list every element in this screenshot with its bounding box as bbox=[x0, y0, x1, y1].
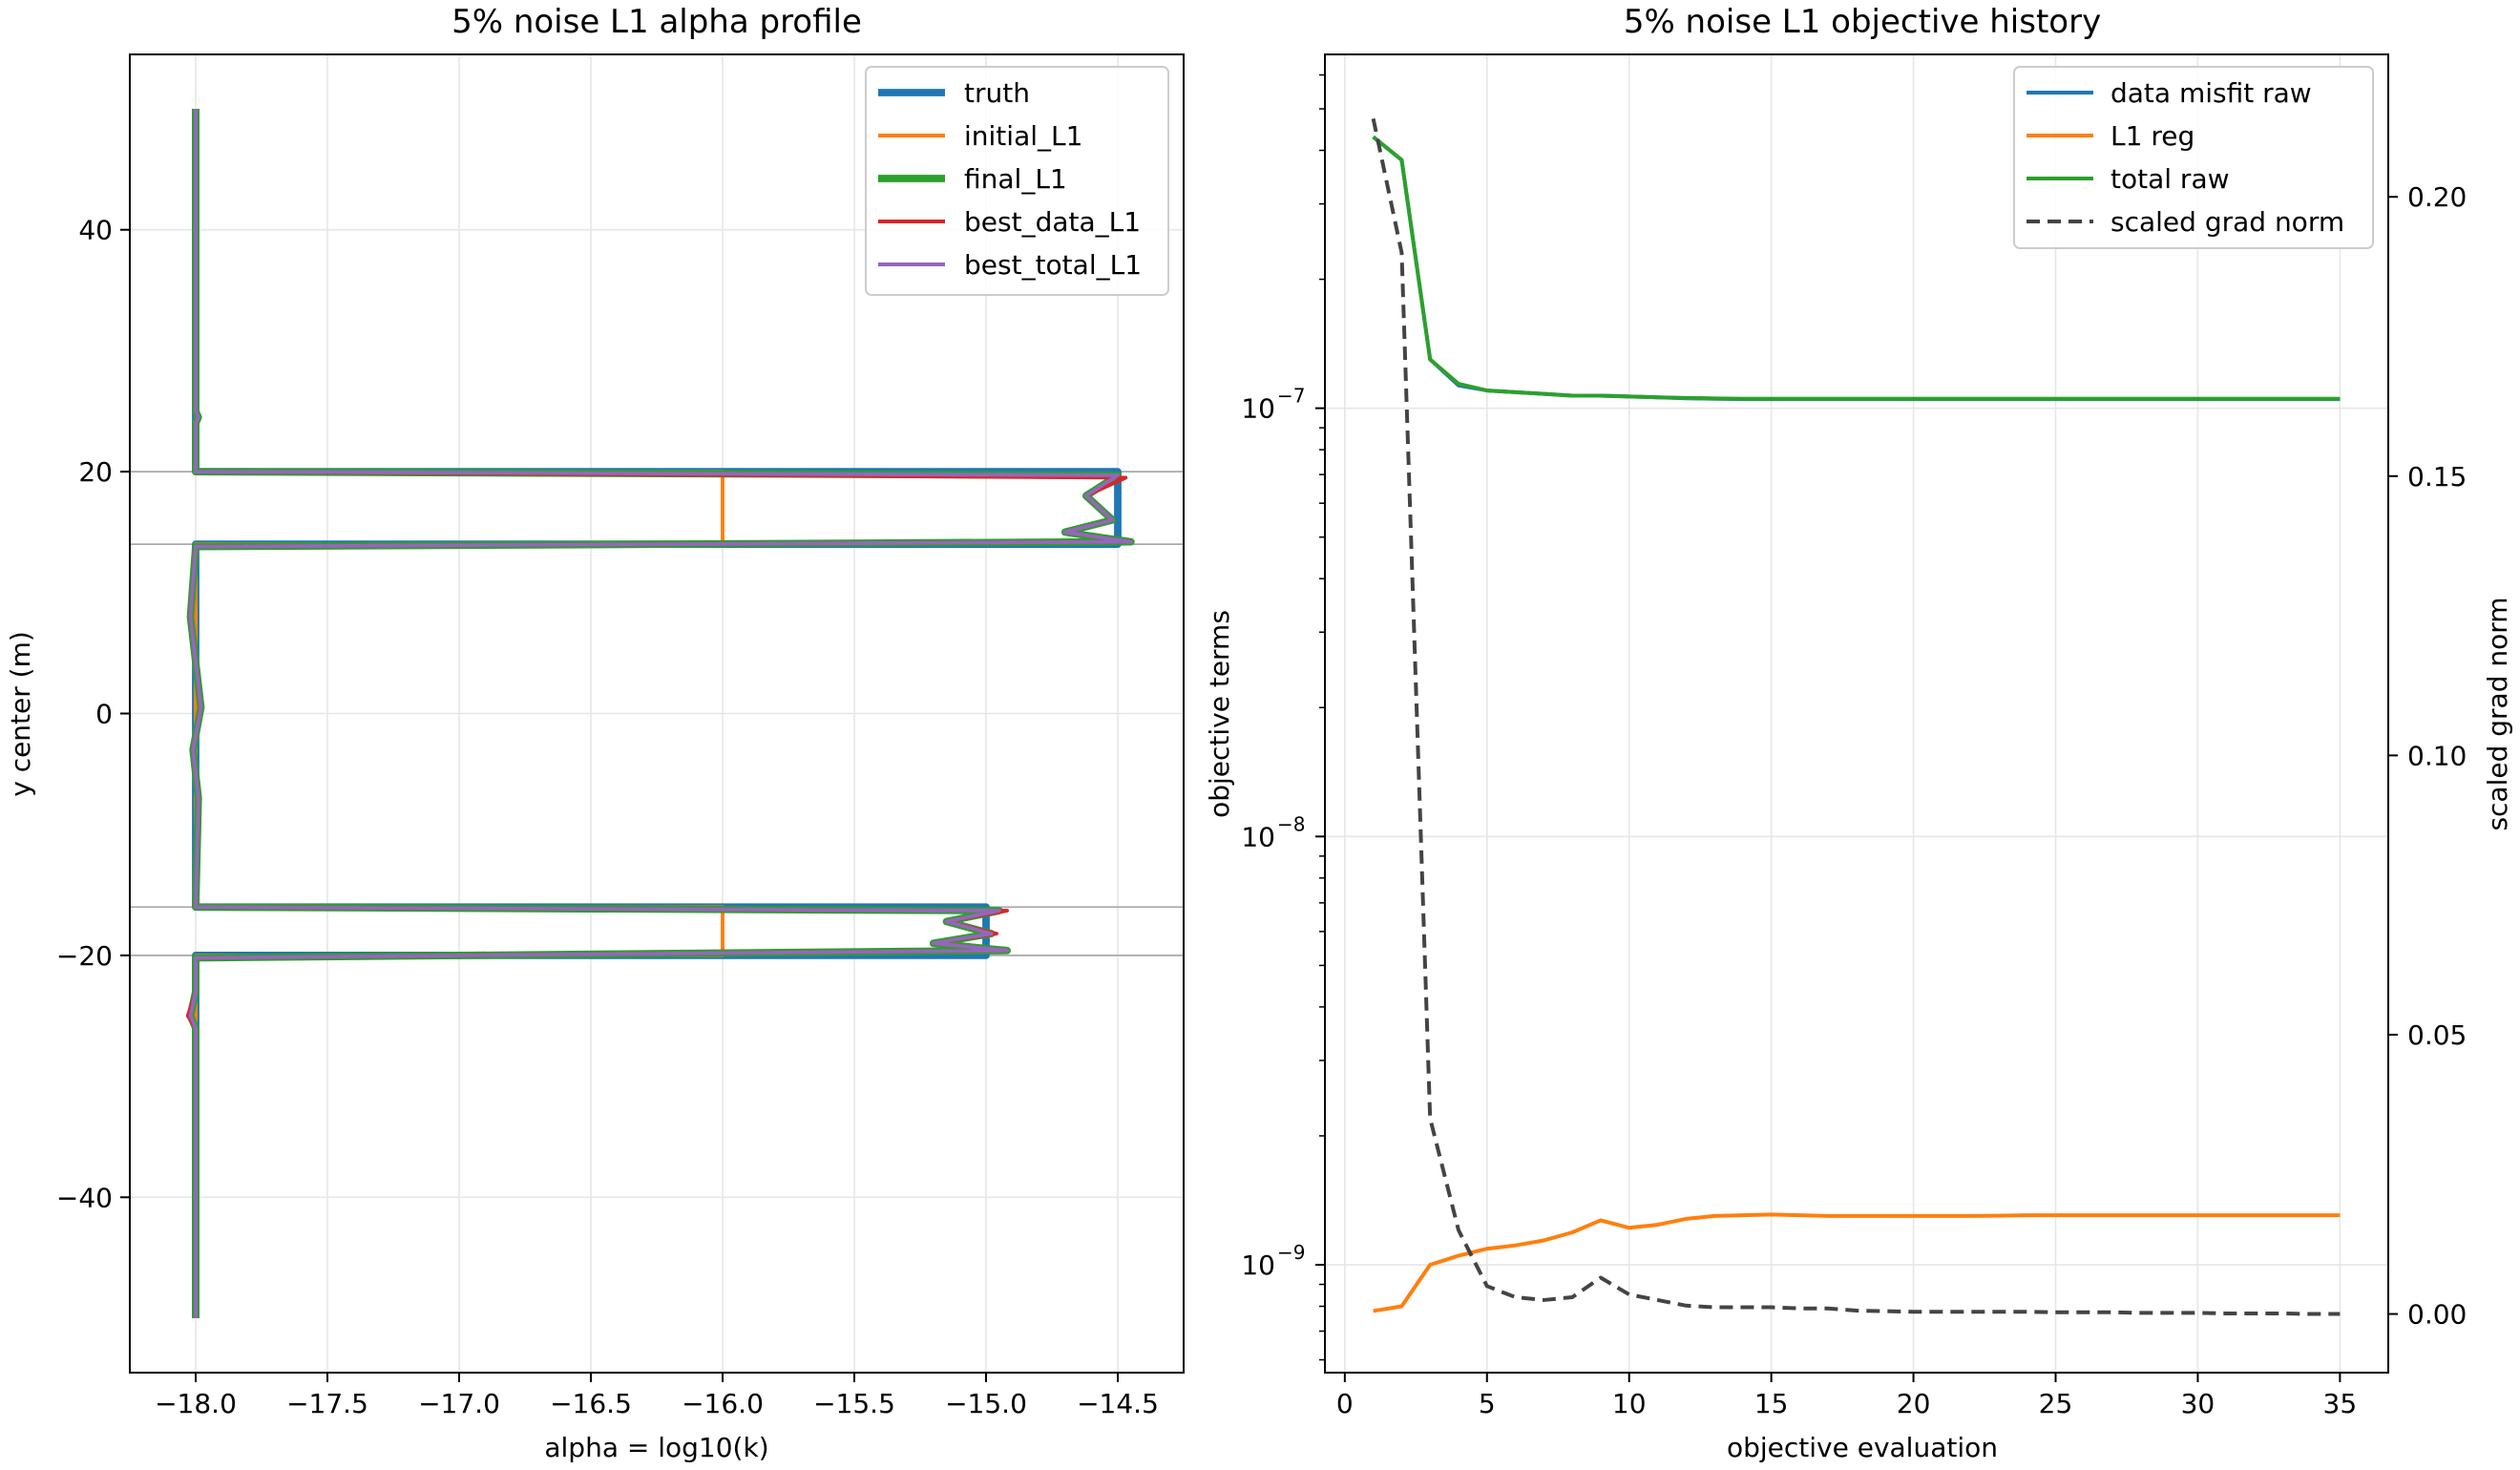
y2-tick-label: 0.15 bbox=[2407, 461, 2467, 493]
legend-label-data-misfit-raw: data misfit raw bbox=[2110, 77, 2312, 109]
x-tick-label: −16.0 bbox=[682, 1388, 764, 1419]
x-tick-label: 15 bbox=[1754, 1388, 1789, 1419]
series-line-best-total-l1 bbox=[188, 109, 1133, 1318]
x-tick-label: −15.5 bbox=[813, 1388, 895, 1419]
legend-label-truth: truth bbox=[964, 77, 1030, 109]
legend-label-total-raw: total raw bbox=[2110, 163, 2230, 195]
y-tick-label: 10 bbox=[1241, 821, 1275, 852]
legend-label-scaled-grad-norm: scaled grad norm bbox=[2110, 206, 2344, 238]
series-line-total-raw bbox=[1372, 135, 2341, 401]
x-tick-label: 35 bbox=[2323, 1388, 2358, 1419]
x-tick-label: −18.0 bbox=[155, 1388, 237, 1419]
alpha-profile-series bbox=[185, 109, 1135, 1318]
x-tick-label: 5 bbox=[1479, 1388, 1496, 1419]
x-tick-label: −15.0 bbox=[945, 1388, 1027, 1419]
y2-tick-label: 0.10 bbox=[2407, 740, 2467, 771]
y-tick-label: −40 bbox=[56, 1182, 113, 1213]
y2-tick-label: 0.20 bbox=[2407, 181, 2467, 213]
y-tick-label: −20 bbox=[56, 940, 113, 972]
legend-box bbox=[2013, 66, 2374, 249]
alpha-profile-title: 5% noise L1 alpha profile bbox=[452, 3, 862, 41]
legend-label-initial-l1: initial_L1 bbox=[964, 120, 1082, 152]
objective-history-x-label: objective evaluation bbox=[1727, 1432, 1998, 1463]
y-tick-exponent: −7 bbox=[1277, 385, 1305, 408]
legend-label-best-data-l1: best_data_L1 bbox=[964, 206, 1141, 238]
alpha-profile-legend: truth initial_L1 final_L1 best_data_L1 best_… bbox=[865, 66, 1169, 296]
x-tick-label: 10 bbox=[1612, 1388, 1647, 1419]
y-tick-exponent: −8 bbox=[1277, 812, 1305, 835]
alpha-profile-y-label: y center (m) bbox=[5, 631, 36, 797]
series-line-scaled-grad-norm bbox=[1371, 117, 2341, 1316]
objective-history-y-ticks: 10−910−810−7 bbox=[1241, 74, 1325, 1361]
y-tick-label: 20 bbox=[78, 456, 113, 488]
y2-tick-label: 0.05 bbox=[2407, 1019, 2467, 1051]
objective-history-title: 5% noise L1 objective history bbox=[1624, 3, 2101, 41]
objective-history-y2-label: scaled grad norm bbox=[2482, 597, 2513, 830]
objective-history-legend: data misfit raw L1 reg total raw scaled gra… bbox=[2013, 66, 2374, 249]
alpha-profile-x-label: alpha = log10(k) bbox=[544, 1432, 768, 1463]
x-tick-label: −16.5 bbox=[550, 1388, 632, 1419]
objective-history-series bbox=[1371, 117, 2341, 1316]
y2-tick-label: 0.00 bbox=[2407, 1299, 2467, 1331]
objective-history-y-label: objective terms bbox=[1204, 610, 1235, 818]
legend-label-l1-reg: L1 reg bbox=[2110, 120, 2194, 152]
y-tick-label: 0 bbox=[95, 699, 113, 730]
x-tick-label: −14.5 bbox=[1077, 1388, 1159, 1419]
objective-history-x-ticks: 0 5 10 15 20 25 30 35 bbox=[1336, 1373, 2357, 1419]
x-tick-label: −17.5 bbox=[286, 1388, 368, 1419]
alpha-profile-y-ticks: −40 −20 0 20 40 bbox=[56, 215, 130, 1213]
x-tick-label: −17.0 bbox=[418, 1388, 500, 1419]
y-tick-label: 40 bbox=[78, 215, 113, 246]
x-tick-label: 30 bbox=[2181, 1388, 2216, 1419]
y-tick-label: 10 bbox=[1241, 393, 1275, 425]
alpha-profile-panel: 5% noise L1 alpha profile −18.0 −17.5 −17.… bbox=[5, 3, 1185, 1463]
legend-label-final-l1: final_L1 bbox=[964, 163, 1067, 195]
alpha-profile-x-ticks: −18.0 −17.5 −17.0 −16.5 −16.0 −15.5 −15.0 −14.5 bbox=[155, 1373, 1159, 1419]
objective-history-gridlines bbox=[1325, 54, 2388, 1373]
x-tick-label: 0 bbox=[1336, 1388, 1354, 1419]
objective-history-axes-frame bbox=[1324, 53, 2389, 1374]
x-tick-label: 25 bbox=[2039, 1388, 2073, 1419]
x-tick-label: 20 bbox=[1897, 1388, 1931, 1419]
y-tick-exponent: −9 bbox=[1277, 1241, 1305, 1264]
objective-history-y2-ticks: 0.00 0.05 0.10 0.15 0.20 bbox=[2388, 181, 2467, 1331]
objective-history-panel: 5% noise L1 objective history 0 5 10 15 20 25… bbox=[1204, 3, 2513, 1463]
y-tick-label: 10 bbox=[1241, 1250, 1275, 1281]
legend-label-best-total-l1: best_total_L1 bbox=[964, 249, 1142, 281]
legend-box bbox=[865, 66, 1169, 296]
series-line-l1-reg bbox=[1373, 1212, 2341, 1313]
